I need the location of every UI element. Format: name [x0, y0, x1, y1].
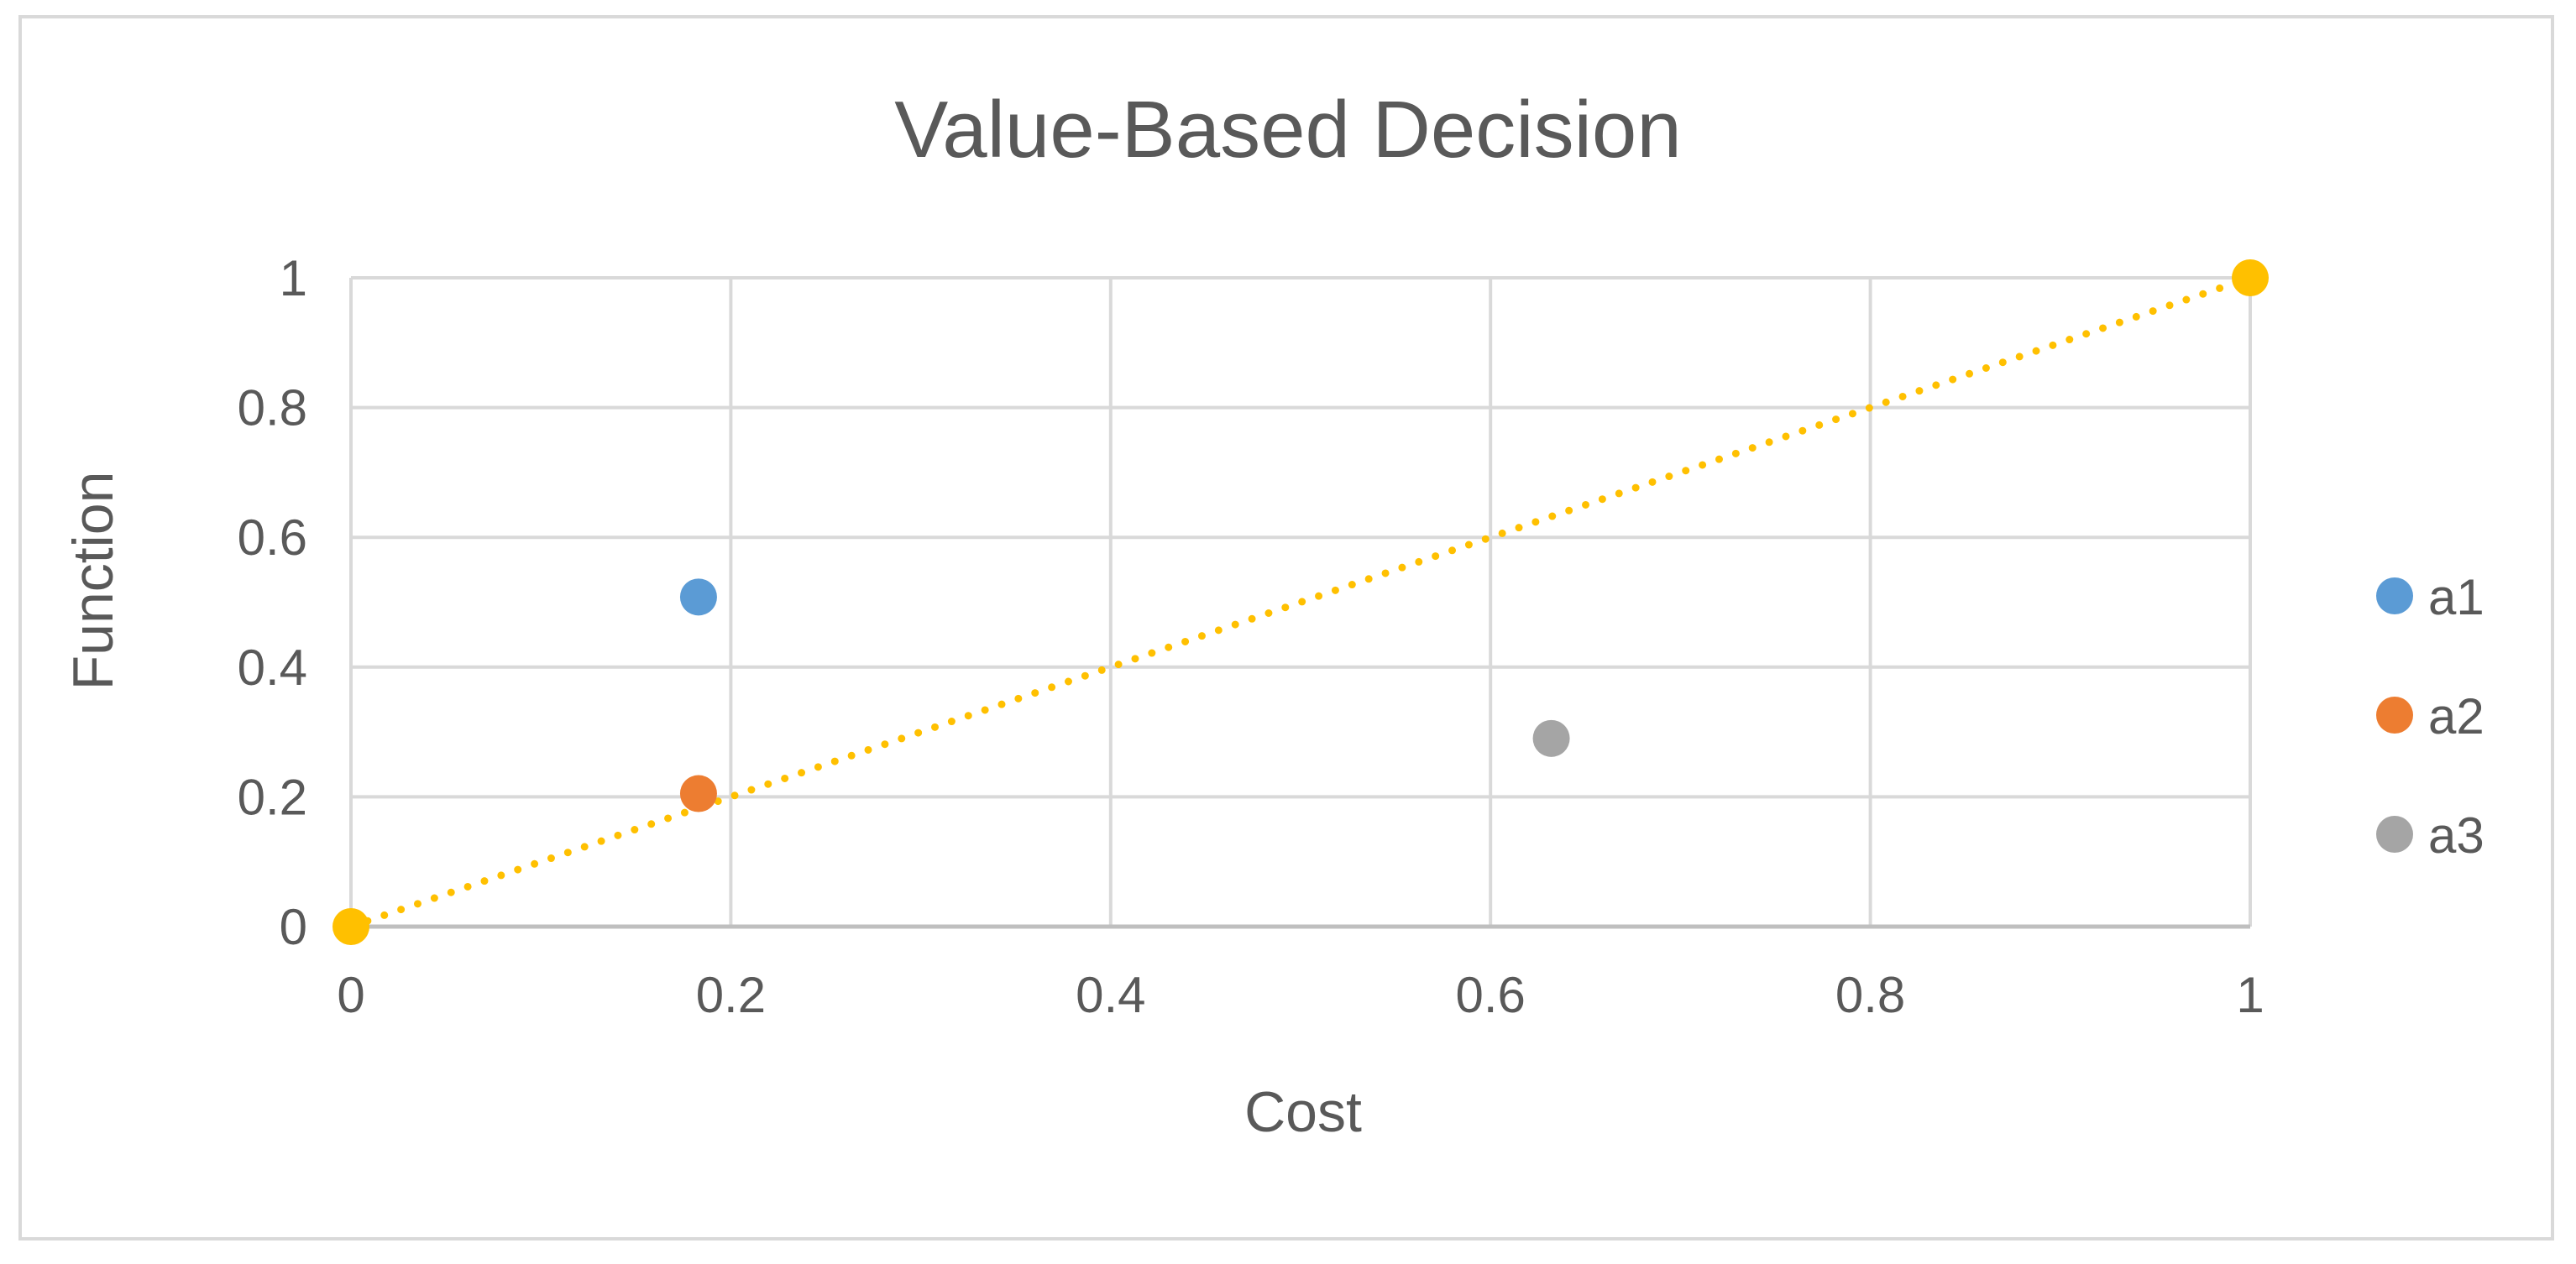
- y-tick-label: 1: [280, 250, 307, 306]
- chart-frame: Value-Based Decision 0 0.2 0.4 0.6 0.8 1 0 0.2 0…: [18, 15, 2554, 1240]
- reference-line-layer: [332, 259, 2269, 945]
- y-axis-label: Function: [61, 472, 125, 691]
- data-point-a2: [679, 775, 717, 812]
- chart-svg: Value-Based Decision 0 0.2 0.4 0.6 0.8 100.20…: [61, 85, 2484, 1144]
- x-tick-label: 0.4: [1076, 967, 1145, 1023]
- legend-marker-a1: [2376, 577, 2413, 614]
- y-tick-label: 0.4: [238, 640, 307, 696]
- x-tick-label: 1: [2236, 967, 2264, 1023]
- legend-label-a3: a3: [2428, 807, 2484, 864]
- x-tick-label: 0.6: [1455, 967, 1525, 1023]
- y-tick-label: 0.8: [238, 380, 307, 436]
- x-axis-label: Cost: [1244, 1080, 1362, 1144]
- legend-marker-a3: [2376, 816, 2413, 853]
- reference-line-endpoint: [2232, 259, 2269, 296]
- axis-layer: 0 0.2 0.4 0.6 0.8 1 0 0.2 0.4 0.6 0.8 1: [238, 250, 2264, 1023]
- legend-marker-a2: [2376, 697, 2413, 734]
- points-layer: [679, 578, 1570, 812]
- x-tick-label: 0.8: [1835, 967, 1905, 1023]
- reference-line-endpoint: [332, 908, 369, 945]
- data-point-a3: [1532, 719, 1570, 757]
- legend-label-a2: a2: [2428, 688, 2484, 744]
- y-tick-label: 0: [280, 899, 307, 955]
- y-tick-label: 0.6: [238, 509, 307, 566]
- x-tick-label: 0: [337, 967, 364, 1023]
- data-point-a1: [679, 578, 717, 616]
- chart-title: Value-Based Decision: [894, 85, 1681, 175]
- legend: a1 a2 a3: [2376, 569, 2484, 864]
- y-tick-label: 0.2: [238, 769, 307, 825]
- reference-line: [347, 274, 2254, 931]
- legend-label-a1: a1: [2428, 569, 2484, 625]
- x-tick-label: 0.2: [696, 967, 766, 1023]
